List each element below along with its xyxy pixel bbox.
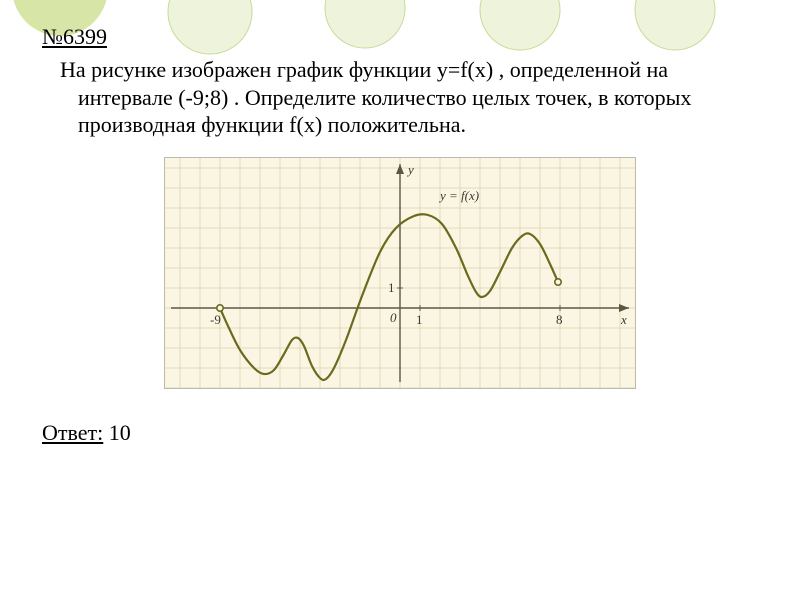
slide-content: №6399 На рисунке изображен график функци… [0,0,800,446]
svg-text:1: 1 [416,312,423,327]
svg-text:0: 0 [390,310,397,325]
svg-text:-9: -9 [210,312,221,327]
svg-text:y = f(x): y = f(x) [438,188,479,203]
svg-text:y: y [406,162,414,177]
problem-number: №6399 [42,24,758,50]
svg-text:x: x [620,312,627,327]
svg-text:1: 1 [388,280,395,295]
answer-label: Ответ: [42,420,103,445]
answer: Ответ: 10 [42,420,758,446]
graph-container: 0 -9 1 8 1 x y y = f(x) [42,157,758,394]
function-graph: 0 -9 1 8 1 x y y = f(x) [164,157,636,389]
problem-text: На рисунке изображен график функции y=f(… [42,56,758,139]
svg-text:8: 8 [556,312,563,327]
answer-value: 10 [109,420,131,445]
